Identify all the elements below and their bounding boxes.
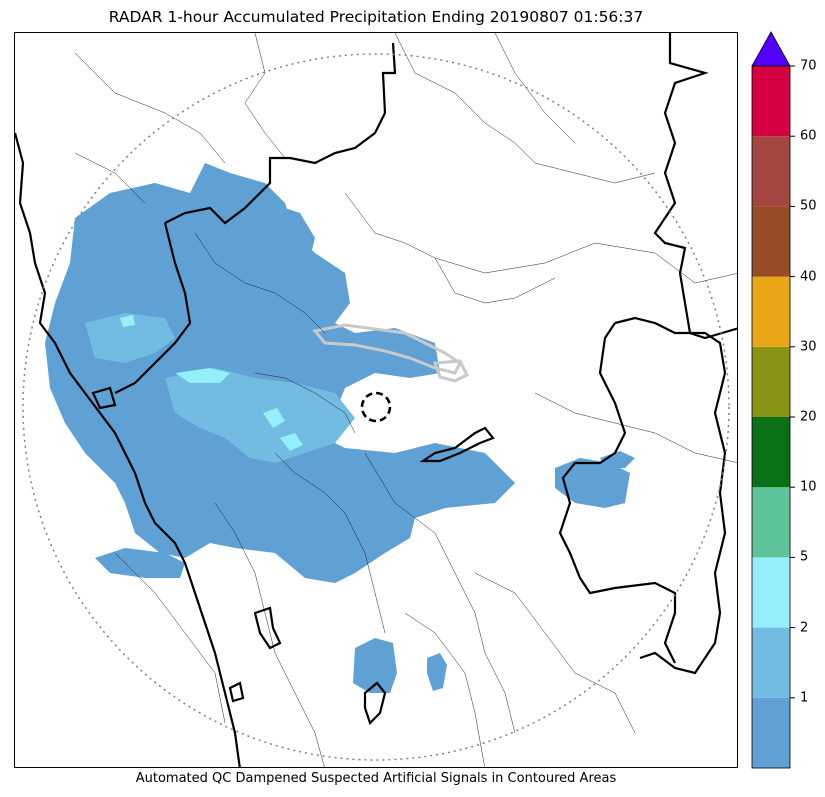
colorbar-tick-label-40: 40 bbox=[800, 269, 817, 285]
border-line-4 bbox=[434, 257, 556, 304]
colorbar bbox=[751, 30, 795, 770]
border-line-3 bbox=[344, 192, 656, 274]
qc-contours bbox=[312, 323, 470, 383]
precip-mid-band bbox=[165, 368, 355, 463]
island-south-2 bbox=[363, 681, 387, 726]
precip-area-east-small bbox=[600, 451, 635, 468]
colorbar-bin-5-10 bbox=[752, 487, 790, 558]
border-line-9 bbox=[254, 372, 356, 434]
colorbar-tick-label-50: 50 bbox=[800, 198, 817, 214]
colorbar-bin-10-20 bbox=[752, 417, 790, 488]
radar-map bbox=[14, 32, 738, 768]
border-line-11 bbox=[214, 502, 325, 767]
precip-area-south-small bbox=[427, 653, 447, 691]
colorbar-bin-40-50 bbox=[752, 206, 790, 277]
precip-area-northwest bbox=[45, 163, 515, 583]
colorbar-bin-2-5 bbox=[752, 557, 790, 628]
border-north-1 bbox=[164, 42, 397, 225]
border-line-5 bbox=[394, 33, 536, 164]
colorbar-bin-60-70 bbox=[752, 66, 790, 137]
border-east-block bbox=[614, 316, 727, 675]
radar-site-marker bbox=[360, 391, 392, 423]
colorbar-over-arrow bbox=[751, 31, 791, 67]
precip-core-1 bbox=[175, 368, 230, 383]
border-line-18 bbox=[74, 152, 146, 204]
map-title: RADAR 1-hour Accumulated Precipitation E… bbox=[108, 8, 644, 26]
precip-layer-mid bbox=[85, 313, 355, 463]
precip-area-east bbox=[555, 458, 630, 508]
coastline-west bbox=[15, 132, 241, 767]
precip-area-north bbox=[215, 198, 315, 263]
precip-layer-heavy bbox=[120, 315, 303, 451]
border-line-10 bbox=[274, 452, 386, 634]
colorbar-tick-label-2: 2 bbox=[800, 620, 809, 636]
border-line-8 bbox=[194, 232, 326, 334]
colorbar-svg bbox=[751, 31, 795, 769]
colorbar-bin-0-1 bbox=[752, 697, 790, 768]
coast-islet-2 bbox=[228, 681, 245, 703]
precip-core-2 bbox=[263, 408, 285, 428]
colorbar-bin-30-40 bbox=[752, 276, 790, 347]
map-svg bbox=[15, 33, 737, 767]
colorbar-tick-label-60: 60 bbox=[800, 128, 817, 144]
qc-footnote: Automated QC Dampened Suspected Artifici… bbox=[135, 771, 617, 786]
border-line-15 bbox=[114, 552, 226, 724]
colorbar-tick-label-1: 1 bbox=[800, 690, 809, 706]
precip-core-3 bbox=[280, 433, 303, 451]
qc-contour-2 bbox=[432, 359, 470, 383]
border-line-1 bbox=[244, 33, 286, 159]
border-line-14 bbox=[474, 572, 636, 734]
colorbar-tick-label-10: 10 bbox=[800, 479, 817, 495]
border-line-2 bbox=[74, 52, 226, 164]
border-line-12 bbox=[364, 452, 516, 734]
border-northeast bbox=[653, 33, 737, 340]
border-west-inner bbox=[114, 222, 192, 394]
precip-layer-light bbox=[45, 163, 635, 693]
border-east-inner bbox=[558, 322, 677, 664]
island-south-1 bbox=[253, 606, 282, 650]
border-line-13 bbox=[404, 612, 485, 767]
coast-islet-1 bbox=[91, 386, 117, 410]
colorbar-tick-label-20: 20 bbox=[800, 409, 817, 425]
qc-contour-1 bbox=[312, 323, 462, 375]
colorbar-tick-label-5: 5 bbox=[800, 549, 809, 565]
precip-mid-west bbox=[85, 313, 175, 363]
colorbar-bin-20-30 bbox=[752, 346, 790, 417]
border-line-6 bbox=[534, 162, 656, 184]
precip-core-4 bbox=[120, 315, 135, 327]
border-line-16 bbox=[534, 392, 737, 463]
border-central bbox=[419, 426, 495, 463]
colorbar-tick-label-30: 30 bbox=[800, 339, 817, 355]
colorbar-bin-50-60 bbox=[752, 136, 790, 207]
range-ring bbox=[22, 53, 730, 761]
colorbar-bin-1-2 bbox=[752, 627, 790, 698]
border-line-17 bbox=[654, 252, 737, 284]
internal-borders bbox=[74, 33, 737, 767]
colorbar-tick-label-70: 70 bbox=[800, 58, 817, 74]
precip-area-south bbox=[353, 638, 397, 693]
border-line-7 bbox=[494, 33, 576, 144]
